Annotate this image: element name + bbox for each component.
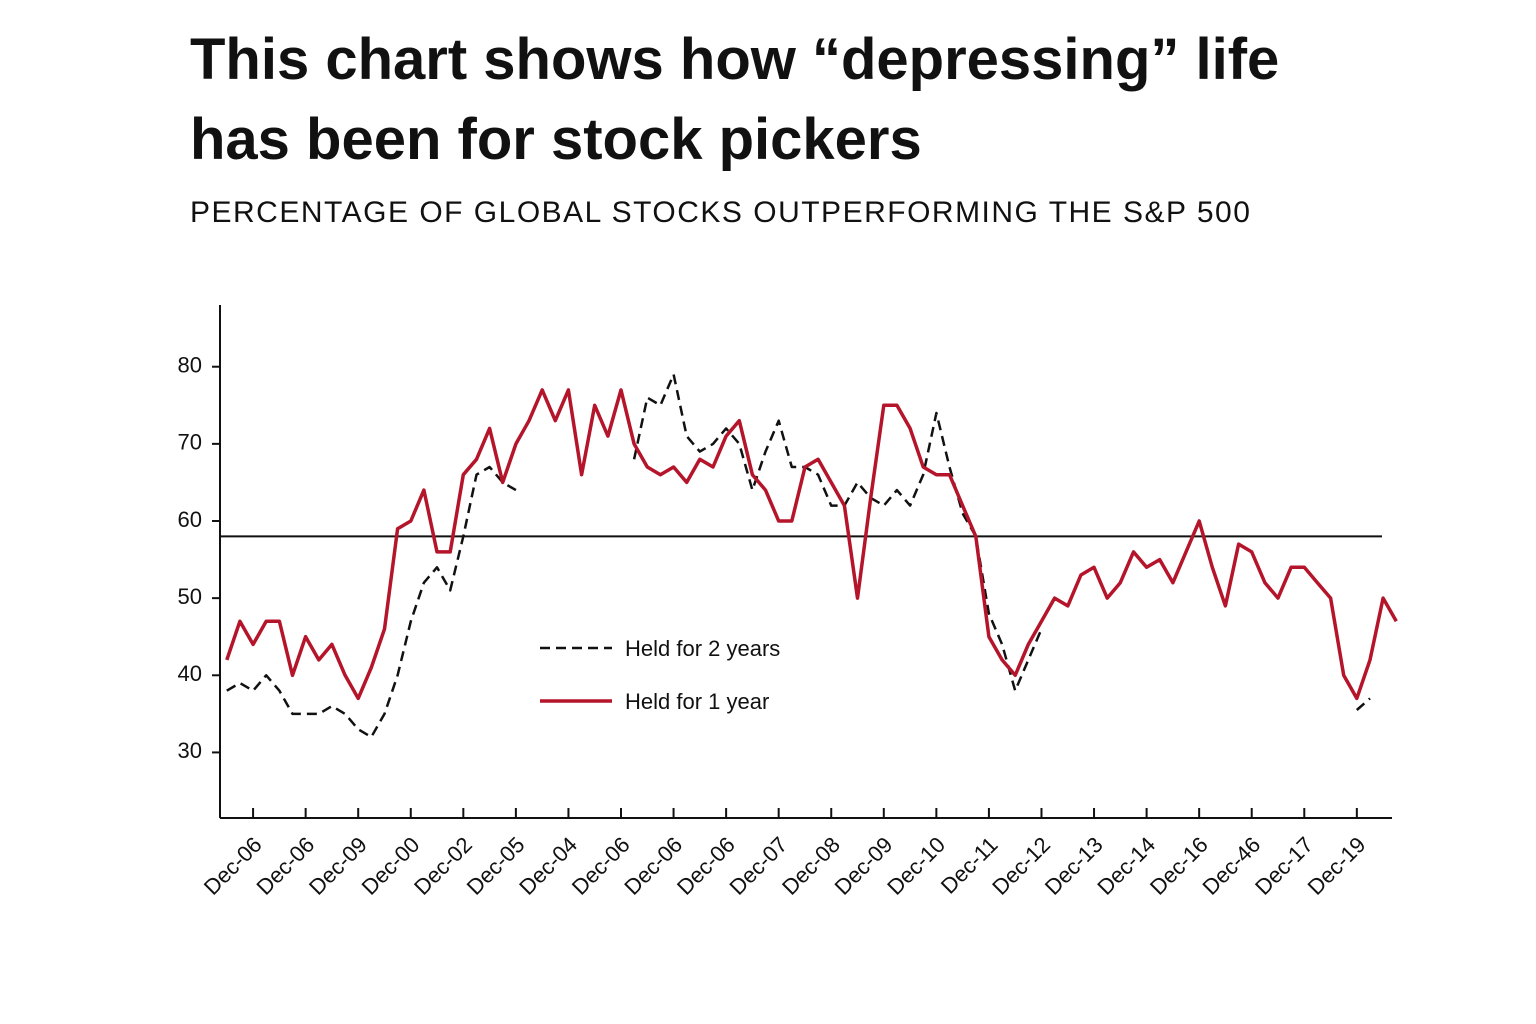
x-tick-label: Dec-07 [724, 832, 792, 900]
x-tick-label: Dec-09 [304, 832, 372, 900]
chart-title: This chart shows how “depressing” life h… [190, 27, 1280, 172]
x-tick-label: Dec-06 [619, 832, 687, 900]
series-line [225, 388, 1398, 701]
x-tick-label: Dec-46 [1198, 832, 1266, 900]
x-tick-label: Dec-06 [251, 832, 319, 900]
x-tick-label: Dec-12 [987, 832, 1055, 900]
y-tick-label: 80 [178, 353, 202, 378]
x-tick-label: Dec-02 [409, 832, 477, 900]
x-tick-label: Dec-16 [1145, 832, 1213, 900]
x-tick-label: Dec-06 [567, 832, 635, 900]
x-tick-label: Dec-09 [830, 832, 898, 900]
x-tick-label: Dec-06 [199, 832, 267, 900]
y-tick-label: 40 [178, 661, 202, 686]
series-line [226, 373, 1371, 739]
x-tick-label: Dec-00 [357, 832, 425, 900]
y-tick-label: 70 [178, 430, 202, 455]
x-tick-label: Dec-17 [1250, 832, 1318, 900]
x-tick-label: Dec-14 [1092, 832, 1160, 900]
x-tick-label: Dec-19 [1303, 832, 1371, 900]
x-tick-label: Dec-04 [514, 832, 582, 900]
legend-label: Held for 1 year [625, 689, 769, 714]
y-tick-label: 30 [178, 738, 202, 763]
legend-label: Held for 2 years [625, 636, 780, 661]
x-tick-label: Dec-13 [1040, 832, 1108, 900]
x-tick-label: Dec-10 [882, 832, 950, 900]
chart-subtitle: PERCENTAGE OF GLOBAL STOCKS OUTPERFORMIN… [190, 196, 1252, 229]
x-tick-label: Dec-05 [462, 832, 530, 900]
x-tick-label: Dec-06 [672, 832, 740, 900]
y-tick-label: 60 [178, 507, 202, 532]
x-tick-label: Dec-08 [777, 832, 845, 900]
y-tick-label: 50 [178, 584, 202, 609]
